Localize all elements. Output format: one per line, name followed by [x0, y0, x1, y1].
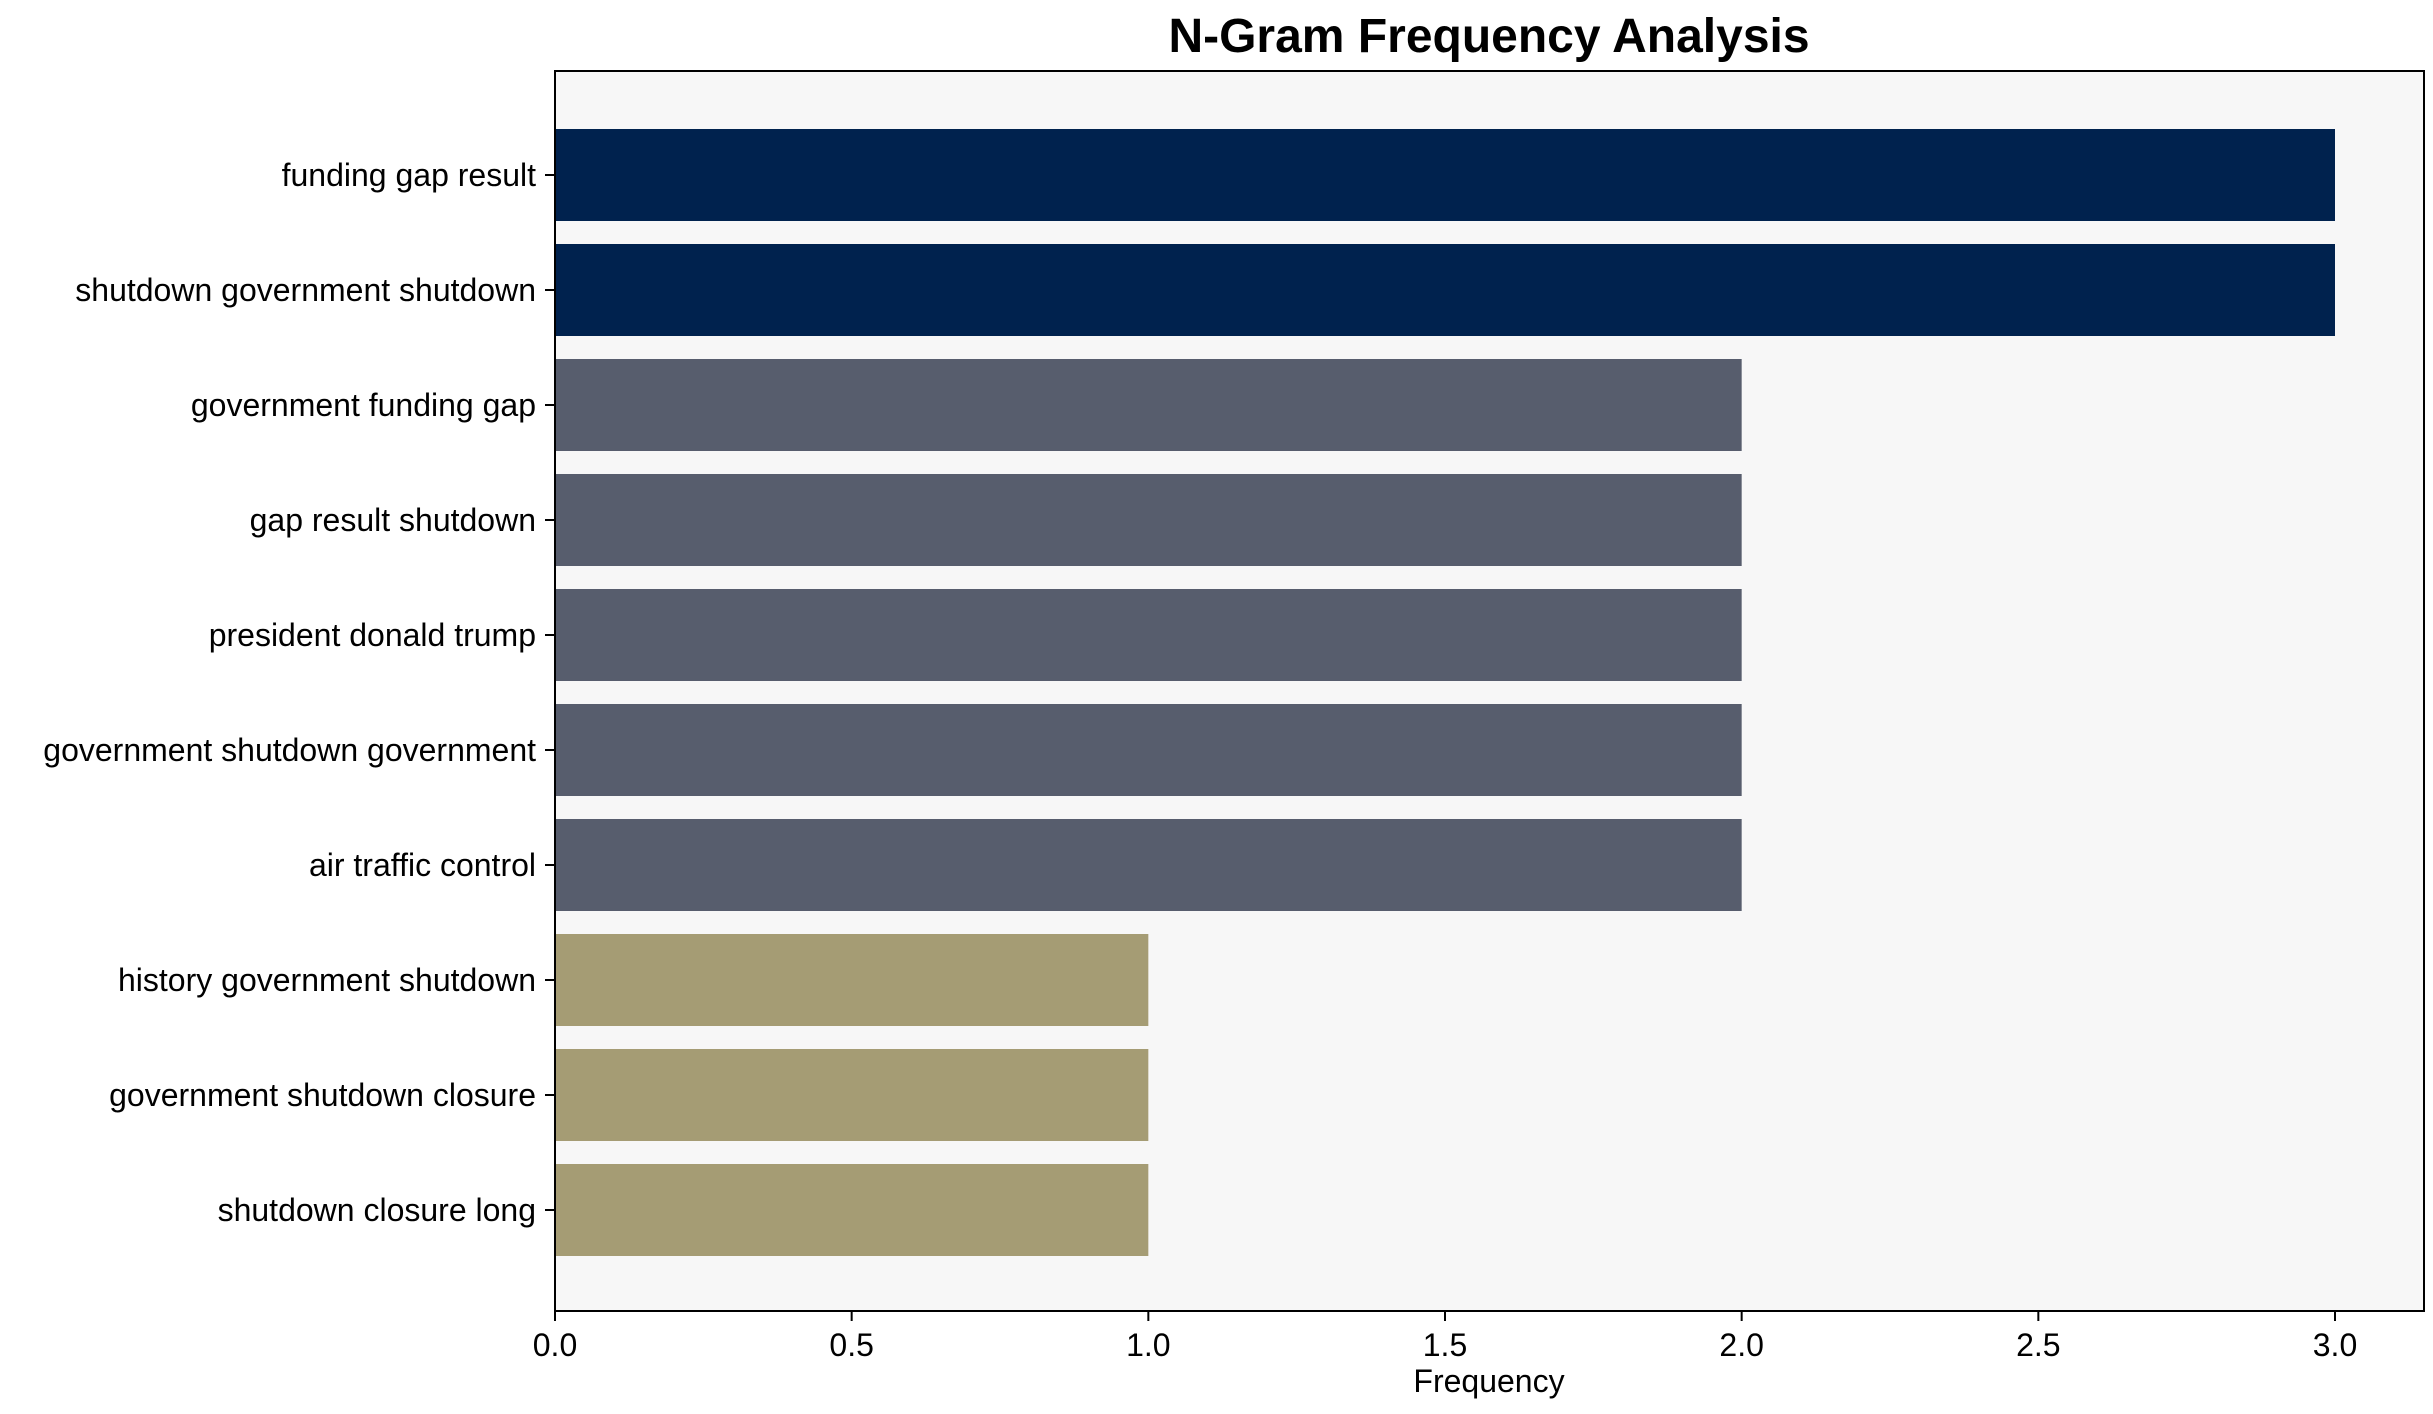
y-tick-label: shutdown government shutdown: [75, 272, 536, 308]
x-tick-label: 0.5: [829, 1327, 873, 1363]
x-tick-label: 2.5: [2016, 1327, 2060, 1363]
bar: [555, 589, 1742, 681]
y-tick-label: funding gap result: [282, 157, 537, 193]
bar: [555, 359, 1742, 451]
chart-title: N-Gram Frequency Analysis: [1168, 10, 1809, 63]
x-axis-ticks: 0.0 0.5 1.0 1.5 2.0 2.5 3.0: [533, 1311, 2357, 1363]
x-tick-label: 1.0: [1126, 1327, 1170, 1363]
axes-layer: [554, 70, 2425, 1312]
y-tick-label: government shutdown closure: [109, 1077, 536, 1113]
y-tick-label: gap result shutdown: [250, 502, 536, 538]
x-tick-label: 1.5: [1423, 1327, 1467, 1363]
bar: [555, 129, 2335, 221]
x-tick-label: 3.0: [2313, 1327, 2357, 1363]
bar: [555, 1164, 1149, 1256]
bar: [555, 244, 2335, 336]
plot-frame: [554, 70, 2425, 1312]
y-tick-label: government shutdown government: [43, 732, 536, 768]
bar: [555, 819, 1742, 911]
bar: [555, 474, 1742, 566]
x-tick-label: 0.0: [533, 1327, 577, 1363]
bar: [555, 704, 1742, 796]
x-tick-label: 2.0: [1719, 1327, 1763, 1363]
y-tick-label: air traffic control: [309, 847, 536, 883]
y-tick-label: history government shutdown: [118, 962, 536, 998]
y-tick-label: president donald trump: [209, 617, 536, 653]
y-tick-label: government funding gap: [191, 387, 536, 423]
bars-layer: [555, 129, 2335, 1256]
bar: [555, 934, 1149, 1026]
bar: [555, 1049, 1149, 1141]
x-axis-label: Frequency: [1413, 1363, 1564, 1399]
y-tick-label: shutdown closure long: [218, 1192, 536, 1228]
y-axis-ticks: funding gap result shutdown government sh…: [43, 157, 555, 1228]
